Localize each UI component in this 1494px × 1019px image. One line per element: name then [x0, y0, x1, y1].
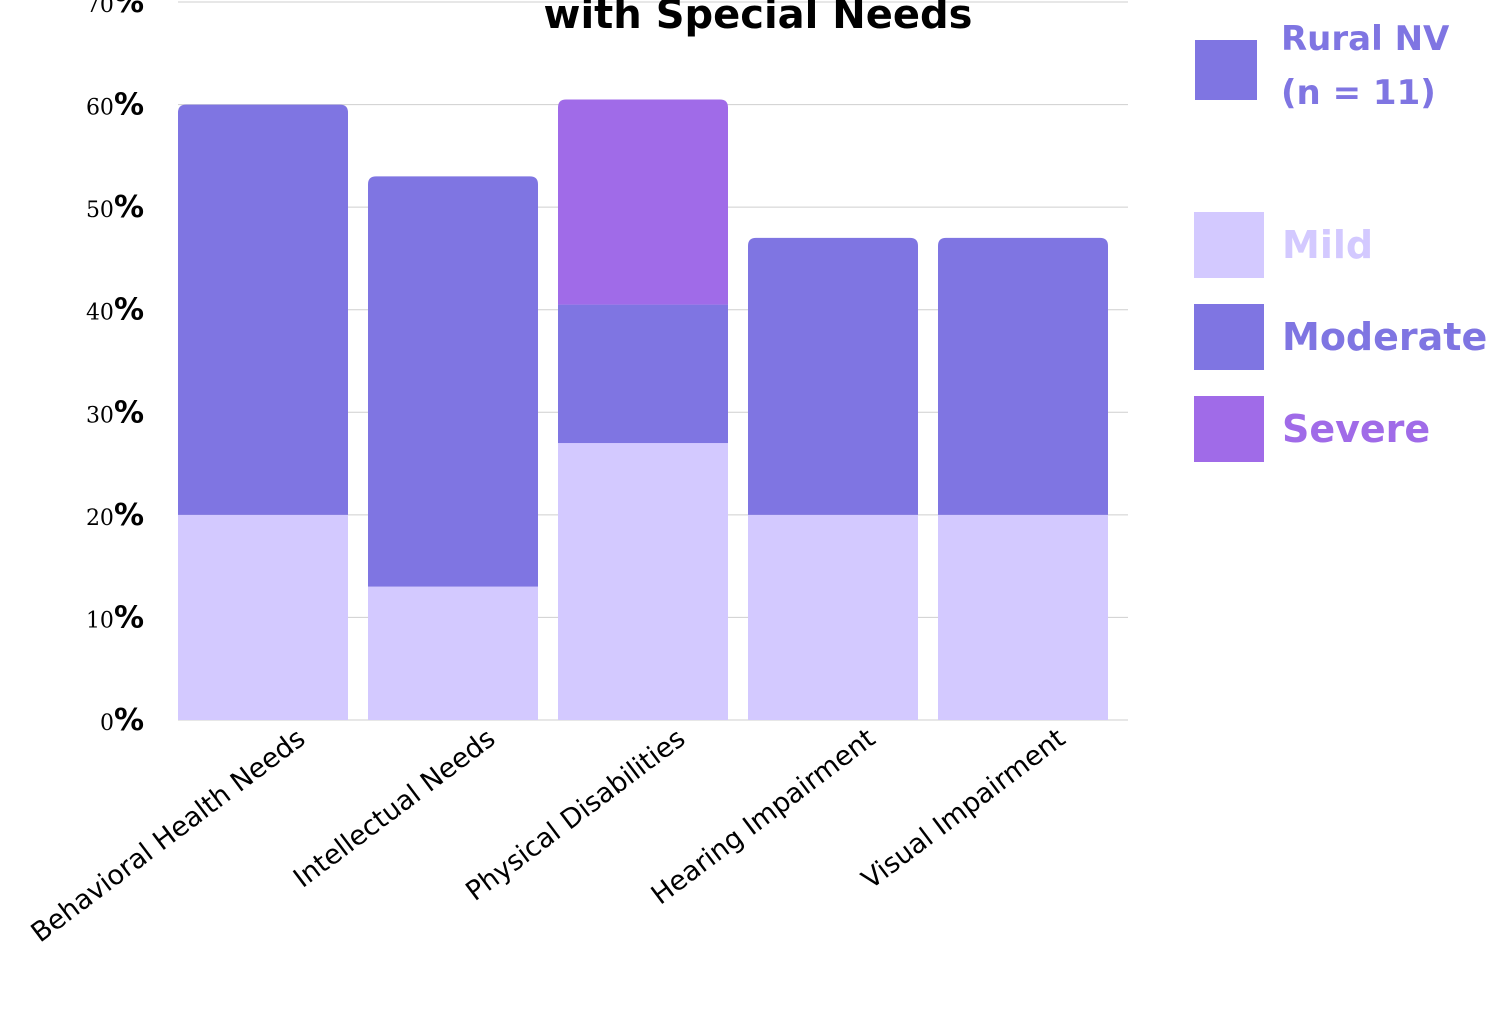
bar-intellectual-needs-moderate: [368, 176, 538, 587]
legend-label-moderate: Moderate: [1282, 315, 1488, 359]
bar-visual-impairment-moderate: [938, 237, 1108, 515]
legend-group-count: (n = 11): [1281, 73, 1436, 113]
bar-physical-disabilities-severe: [558, 99, 728, 305]
legend-swatch-severe: [1194, 396, 1264, 462]
y-tick-label-0: 0%: [100, 703, 144, 738]
bar-physical-disabilities-mild: [558, 443, 728, 720]
bar-physical-disabilities-moderate: [558, 304, 728, 444]
legend-item-severe: Severe: [1194, 396, 1494, 462]
y-tick-label-60: 60%: [86, 88, 144, 123]
x-tick-label-visual-impairment: Visual Impairment: [856, 723, 1071, 896]
bar-behavioral-health-needs-moderate: [178, 104, 348, 515]
legend-item-mild: Mild: [1194, 212, 1494, 278]
bar-visual-impairment-mild: [938, 514, 1108, 720]
legend-label-mild: Mild: [1282, 223, 1374, 267]
bars: [178, 99, 1108, 720]
legend: Rural NV (n = 11) Mild Moderate Severe: [1190, 0, 1494, 480]
legend-group-swatch: [1195, 40, 1257, 100]
y-tick-label-20: 20%: [86, 498, 144, 533]
bar-intellectual-needs-mild: [368, 586, 538, 720]
y-tick-label-30: 30%: [86, 395, 144, 430]
bar-hearing-impairment-mild: [748, 514, 918, 720]
y-axis-ticks: 0% 10% 20% 30% 40% 50% 60% 70%: [86, 0, 144, 738]
legend-item-moderate: Moderate: [1194, 304, 1494, 370]
chart-title: with Special Needs: [544, 0, 973, 38]
legend-group-label: Rural NV (n = 11): [1281, 12, 1491, 120]
y-tick-label-50: 50%: [86, 190, 144, 225]
legend-group-name: Rural NV: [1281, 19, 1450, 59]
bar-behavioral-health-needs-mild: [178, 514, 348, 720]
y-tick-label-10: 10%: [86, 600, 144, 635]
x-tick-label-intellectual-needs: Intellectual Needs: [288, 723, 501, 894]
bar-hearing-impairment-moderate: [748, 237, 918, 515]
x-tick-label-behavioral-health-needs: Behavioral Health Needs: [26, 723, 312, 949]
y-tick-label-40: 40%: [86, 293, 144, 328]
legend-swatch-mild: [1194, 212, 1264, 278]
legend-label-severe: Severe: [1282, 407, 1431, 451]
y-tick-label-70: 70%: [86, 0, 144, 20]
legend-swatch-moderate: [1194, 304, 1264, 370]
